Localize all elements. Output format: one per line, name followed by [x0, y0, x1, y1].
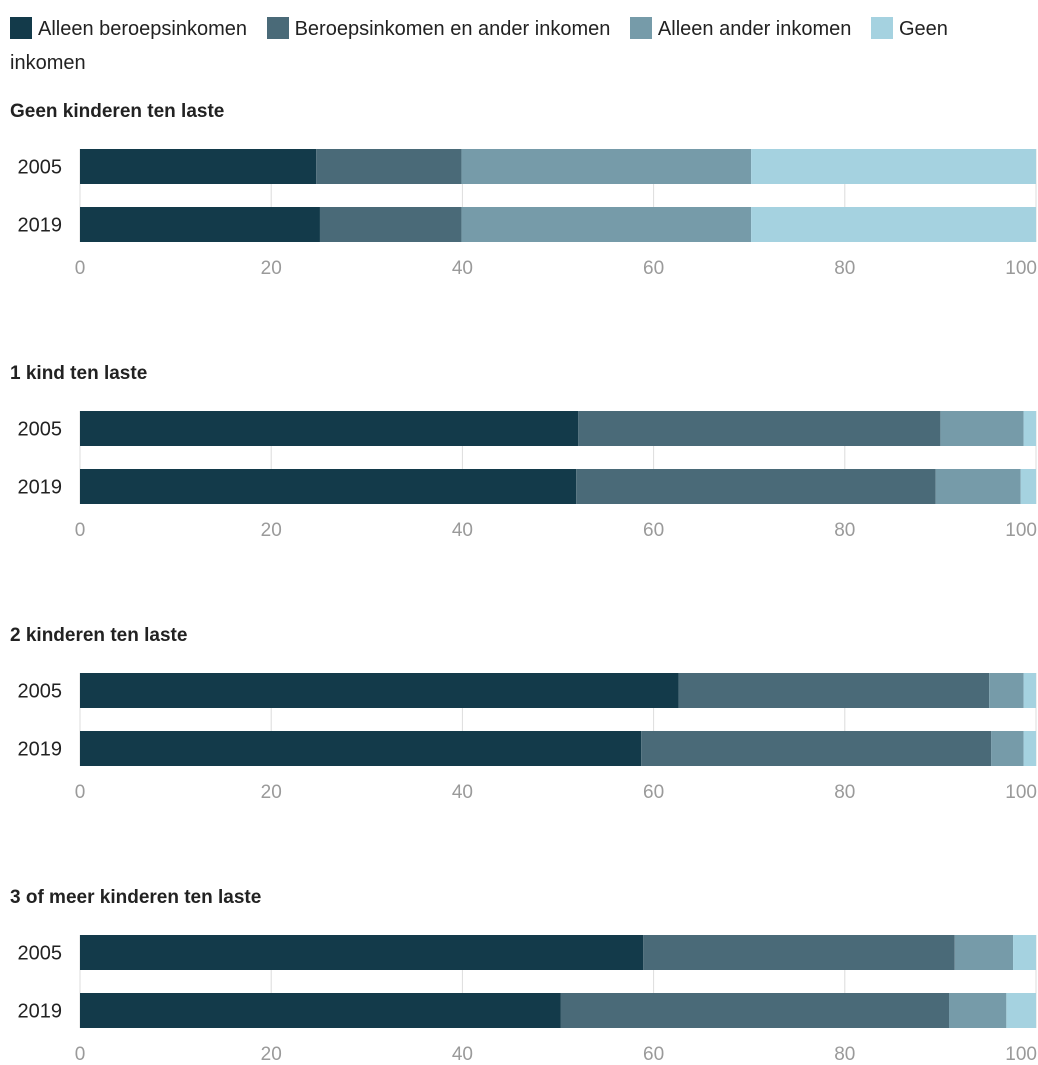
bar-segment	[643, 935, 955, 970]
tick-label: 40	[452, 1044, 473, 1065]
category-label: 2005	[18, 943, 63, 965]
legend-item-beroepsinkomen-en-ander-inkomen[interactable]: Beroepsinkomen en ander inkomen	[266, 17, 611, 40]
tick-label: 0	[75, 782, 86, 803]
bar-segment	[80, 731, 642, 766]
bar-segment	[954, 935, 1014, 970]
bar-segment	[461, 207, 752, 242]
bar-segment	[935, 469, 1021, 504]
panel-title: 1 kind ten laste	[10, 363, 147, 384]
bar-segment	[316, 149, 462, 184]
category-label: 2019	[18, 739, 63, 761]
legend: Alleen beroepsinkomen Beroepsinkomen en …	[10, 12, 1020, 80]
bar-segment	[80, 149, 317, 184]
legend-label: Alleen ander inkomen	[657, 18, 852, 40]
tick-label: 40	[452, 782, 473, 803]
legend-swatch	[870, 17, 893, 39]
tick-label: 60	[643, 258, 664, 279]
tick-label: 100	[1005, 1044, 1037, 1065]
bar-segment	[578, 411, 941, 446]
bar-segment	[1020, 469, 1036, 504]
bar-segment	[80, 411, 579, 446]
bar-segment	[1023, 411, 1036, 446]
bar-segment	[80, 207, 320, 242]
bar-segment	[80, 993, 561, 1028]
bar-segment	[461, 149, 752, 184]
category-label: 2005	[18, 681, 63, 703]
bar-segment	[80, 935, 644, 970]
tick-label: 80	[834, 782, 855, 803]
tick-label: 80	[834, 1044, 855, 1065]
category-label: 2019	[18, 477, 63, 499]
tick-label: 60	[643, 1044, 664, 1065]
legend-swatch	[10, 17, 32, 39]
bar-segment	[751, 149, 1036, 184]
tick-label: 100	[1005, 258, 1037, 279]
bar-segment	[940, 411, 1024, 446]
bar-segment	[576, 469, 936, 504]
panel-title: 3 of meer kinderen ten laste	[10, 887, 261, 908]
bar-segment	[80, 469, 577, 504]
bar-segment	[1013, 935, 1036, 970]
legend-label: Geen inkomen	[10, 18, 948, 74]
legend-swatch	[629, 17, 652, 39]
tick-label: 80	[834, 258, 855, 279]
legend-label: Alleen beroepsinkomen	[38, 18, 248, 40]
tick-label: 80	[834, 520, 855, 541]
legend-item-alleen-beroepsinkomen[interactable]: Alleen beroepsinkomen	[10, 17, 248, 40]
legend-item-alleen-ander-inkomen[interactable]: Alleen ander inkomen	[629, 17, 852, 40]
legend-item-geen-inkomen[interactable]: Geen inkomen	[10, 17, 948, 74]
tick-label: 60	[643, 520, 664, 541]
tick-label: 20	[261, 520, 282, 541]
tick-label: 60	[643, 782, 664, 803]
bar-segment	[751, 207, 1036, 242]
bar-segment	[678, 673, 990, 708]
legend-swatch	[266, 17, 289, 39]
tick-label: 100	[1005, 520, 1037, 541]
tick-label: 40	[452, 258, 473, 279]
panel-title: 2 kinderen ten laste	[10, 625, 187, 646]
tick-label: 20	[261, 258, 282, 279]
legend-label: Beroepsinkomen en ander inkomen	[294, 18, 611, 40]
bar-segment	[989, 673, 1024, 708]
panel-title: Geen kinderen ten laste	[10, 101, 224, 122]
bar-segment	[80, 673, 679, 708]
bar-segment	[1023, 731, 1036, 766]
bar-segment	[1006, 993, 1036, 1028]
category-label: 2005	[18, 157, 63, 179]
tick-label: 0	[75, 520, 86, 541]
tick-label: 40	[452, 520, 473, 541]
bar-segment	[319, 207, 462, 242]
category-label: 2019	[18, 215, 63, 237]
tick-label: 0	[75, 258, 86, 279]
tick-label: 20	[261, 782, 282, 803]
category-label: 2019	[18, 1001, 63, 1023]
bar-segment	[560, 993, 950, 1028]
tick-label: 20	[261, 1044, 282, 1065]
bar-segment	[641, 731, 992, 766]
bar-segment	[991, 731, 1024, 766]
tick-label: 100	[1005, 782, 1037, 803]
bar-segment	[949, 993, 1007, 1028]
bar-segment	[1023, 673, 1036, 708]
category-label: 2005	[18, 419, 63, 441]
tick-label: 0	[75, 1044, 86, 1065]
